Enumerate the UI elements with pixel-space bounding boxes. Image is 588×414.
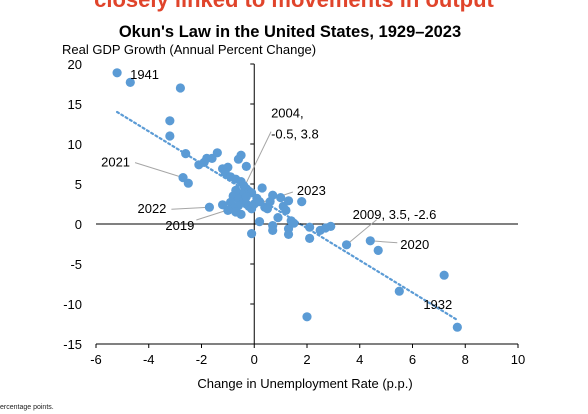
data-point [268,190,278,200]
data-point [257,183,267,193]
annotation-label: 2020 [400,237,429,252]
y-tick-label: -15 [63,337,82,352]
data-point [452,322,462,332]
trendline-layer [115,110,459,322]
data-point [183,178,193,188]
y-tick-label: -5 [70,257,82,272]
data-point [194,160,204,170]
annotation-label: 2021 [101,155,130,170]
y-tick-label: -10 [63,297,82,312]
leader-line [134,162,184,179]
data-point [281,205,291,215]
annotation-label: 1941 [130,67,159,82]
leader-line [346,219,377,246]
data-point [305,233,315,243]
data-point [283,196,294,206]
annotation-label: 1932 [423,297,452,312]
x-tick-label: -4 [143,352,155,367]
x-tick-label: 8 [462,352,469,367]
data-point [439,270,449,280]
annotation-label: 2023 [297,183,326,198]
data-point [236,150,246,160]
annotation-label: -0.5, 3.8 [271,127,319,142]
x-axis-label: Change in Unemployment Rate (p.p.) [197,376,412,391]
annotation-label: 2004, [271,106,304,121]
data-point [125,77,135,87]
data-point [365,236,375,246]
annotation-labels-layer: 1941 2021 2022 2019 2004, -0.5, 3.8 2023 2009, … [101,67,452,312]
data-point [268,225,278,235]
data-point [262,204,273,214]
x-tick-label: -2 [196,352,208,367]
data-point [181,149,191,159]
data-point [305,222,315,232]
data-point [112,68,122,78]
x-tick-label: 2 [303,352,310,367]
data-point [247,229,257,239]
trendline [115,110,459,322]
data-point [241,161,251,171]
data-point [341,240,352,250]
annotation-label: 2009, 3.5, -2.6 [353,207,437,222]
data-point [373,245,383,255]
y-tick-label: 5 [75,177,82,192]
leader-line [171,206,210,210]
x-tick-label: 6 [409,352,416,367]
y-tick-label: 10 [68,137,82,152]
data-point [218,200,228,210]
y-axis-label: Real GDP Growth (Annual Percent Change) [62,42,316,57]
y-tick-label: 20 [68,57,82,72]
data-point [165,116,175,126]
y-tick-label: 0 [75,217,82,232]
data-point [283,229,294,239]
data-point [204,202,215,212]
cutoff-header-text: closely linked to movements in output [0,0,588,13]
data-point [212,148,222,158]
x-tick-label: 0 [251,352,258,367]
axes-layer: -6 -4 -2 0 2 4 6 8 10 -15 -10 -5 0 5 10 15 20 [63,57,525,367]
footnote-text: ercentage points. [0,404,54,411]
data-point [254,217,265,227]
data-point [394,286,404,296]
annotation-label: 2022 [137,201,166,216]
data-point [302,312,312,322]
data-point [297,197,307,207]
y-tick-label: 15 [68,97,82,112]
data-point [276,193,286,203]
data-point [165,131,175,141]
data-point [241,192,251,202]
data-point [273,213,283,223]
annotation-label: 2019 [165,218,194,233]
chart-title: Okun's Law in the United States, 1929–20… [119,23,461,41]
data-points-layer [112,68,462,332]
x-tick-label: 4 [356,352,363,367]
data-point [236,209,246,219]
x-tick-label: -6 [90,352,102,367]
okun-scatter-chart: Okun's Law in the United States, 1929–20… [62,23,525,391]
data-point [326,221,336,231]
data-point [175,83,185,93]
x-tick-label: 10 [511,352,525,367]
